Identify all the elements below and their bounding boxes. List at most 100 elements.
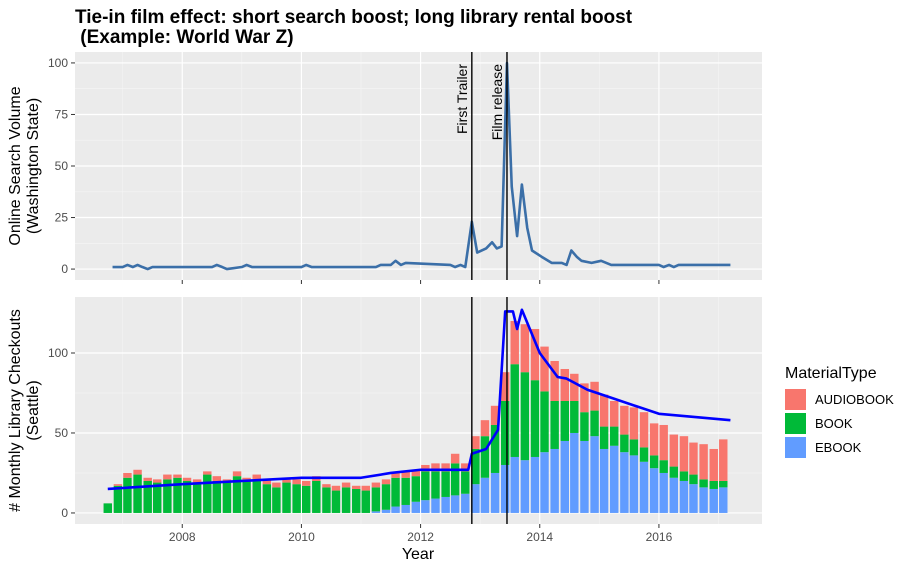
bar [679, 471, 689, 481]
bar [322, 484, 331, 488]
bar [669, 466, 679, 478]
y-axis-label: Online Search Volume [7, 86, 24, 245]
bar [301, 485, 311, 513]
bar [550, 448, 559, 513]
bar [441, 463, 450, 472]
bar [103, 503, 112, 513]
legend-label: AUDIOBOOK [815, 392, 894, 407]
y-axis-label: # Monthly Library Checkouts [7, 309, 24, 512]
bar [361, 490, 370, 513]
bar [381, 484, 391, 510]
bar [173, 477, 182, 513]
legend-swatch [785, 389, 806, 410]
bar [639, 447, 649, 462]
bar [510, 456, 519, 513]
bar [560, 440, 569, 513]
bar [232, 476, 242, 513]
bar [163, 474, 172, 480]
bar [520, 460, 530, 513]
bar [480, 420, 490, 437]
y-tick-label: 50 [55, 159, 69, 173]
bar [212, 476, 222, 481]
bar [500, 400, 510, 465]
bar [113, 485, 123, 513]
bar [450, 463, 460, 496]
bar [570, 373, 579, 401]
bar [490, 424, 500, 473]
bar [371, 511, 381, 513]
bar [192, 479, 202, 485]
y-axis-label: (Seattle) [25, 380, 42, 440]
bar [361, 485, 370, 491]
bar [530, 456, 540, 513]
bar [699, 487, 708, 513]
bar [580, 383, 589, 413]
bar [699, 444, 708, 480]
annotation: Film release [489, 64, 505, 140]
bar [282, 479, 291, 483]
bar [401, 477, 410, 505]
bar [610, 426, 619, 446]
bar [719, 480, 728, 488]
bar [182, 480, 192, 513]
y-tick-label: 0 [61, 262, 68, 276]
bar [421, 464, 430, 472]
bar [540, 391, 549, 453]
annotation: First Trailer [454, 64, 470, 134]
bar [599, 394, 609, 427]
bar [649, 468, 659, 513]
bar [649, 455, 659, 469]
bar [262, 479, 272, 485]
bar [123, 477, 132, 513]
bar [629, 455, 639, 513]
y-axis-label: (Washington State) [25, 98, 42, 234]
trend-line [107, 308, 731, 491]
x-tick-label: 2008 [169, 530, 196, 544]
bar [431, 498, 440, 513]
bar [391, 472, 400, 478]
bar [580, 440, 589, 513]
y-tick-label: 100 [48, 56, 68, 70]
bar [431, 463, 440, 472]
bar [639, 461, 649, 513]
bar [689, 442, 698, 475]
bar [222, 482, 232, 513]
bar [510, 364, 519, 457]
bar [133, 474, 142, 513]
bar [113, 484, 123, 486]
bar [500, 372, 510, 401]
bar [461, 463, 470, 472]
bar [620, 434, 629, 453]
bar [560, 368, 569, 401]
bar [352, 485, 361, 489]
bar [301, 480, 311, 486]
bar [719, 439, 728, 481]
bar [590, 381, 599, 411]
y-tick-label: 25 [55, 211, 69, 225]
bar [292, 479, 301, 485]
bar [262, 484, 272, 513]
bar [331, 485, 341, 491]
bar [709, 480, 718, 489]
bar [659, 460, 668, 473]
bar [530, 380, 540, 457]
bar [471, 436, 480, 449]
bar [560, 400, 569, 441]
bar [153, 479, 162, 483]
bar [143, 480, 152, 513]
bar [252, 474, 261, 480]
bar [322, 487, 331, 513]
bar [540, 452, 549, 513]
bar [441, 496, 450, 513]
bar [242, 477, 251, 481]
y-tick-label: 75 [55, 107, 69, 121]
x-tick-label: 2012 [407, 530, 434, 544]
bar [669, 477, 679, 513]
bar [550, 360, 559, 401]
bar [500, 464, 510, 513]
bar [232, 471, 242, 477]
bar [709, 448, 718, 481]
bar [282, 482, 291, 513]
bar [620, 405, 629, 435]
